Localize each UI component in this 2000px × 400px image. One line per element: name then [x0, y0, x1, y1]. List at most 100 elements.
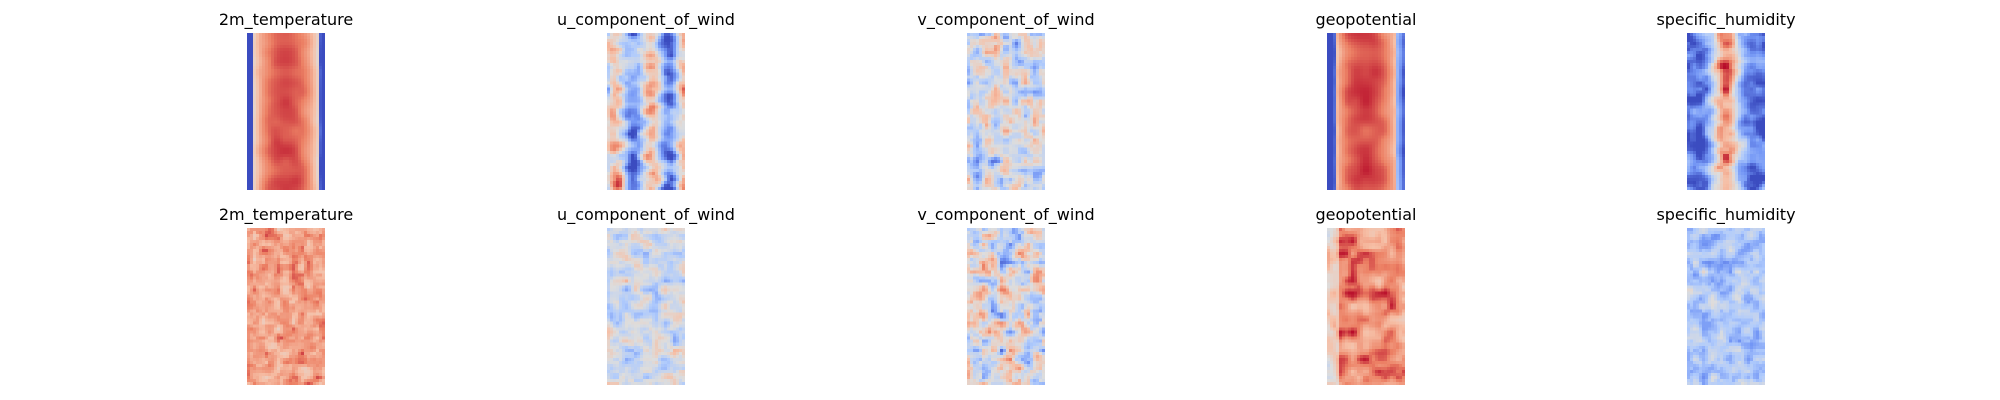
- heatmap-cell: [1033, 57, 1037, 61]
- heatmap-cell: [1360, 126, 1364, 130]
- heatmap-cell: [1363, 93, 1367, 97]
- heatmap-cell: [682, 183, 685, 188]
- heatmap-cell: [988, 168, 992, 172]
- heatmap-cell: [259, 147, 263, 151]
- heatmap-cell: [277, 132, 281, 136]
- heatmap-cell: [262, 87, 266, 91]
- heatmap-cell: [1333, 90, 1337, 94]
- heatmap-cell: [1030, 69, 1034, 73]
- heatmap-cell: [640, 138, 644, 142]
- heatmap-cell: [664, 117, 668, 121]
- heatmap-cell: [997, 78, 1001, 82]
- heatmap-cell: [1030, 48, 1034, 52]
- heatmap-cell: [610, 132, 614, 136]
- heatmap-cell: [1009, 171, 1013, 175]
- heatmap-cell: [319, 78, 323, 82]
- heatmap-cell: [1012, 54, 1016, 58]
- heatmap-cell: [640, 51, 644, 55]
- heatmap-cell: [979, 87, 983, 91]
- heatmap-cell: [646, 123, 650, 127]
- heatmap-cell: [679, 159, 683, 163]
- heatmap-cell: [625, 183, 629, 188]
- heatmap-cell: [319, 159, 323, 163]
- heatmap-cell: [1357, 69, 1361, 73]
- heatmap-cell: [682, 120, 685, 124]
- heatmap-cell: [1033, 51, 1037, 55]
- heatmap-cell: [1333, 114, 1337, 118]
- heatmap-cell: [277, 66, 281, 70]
- heatmap-cell: [262, 57, 266, 61]
- heatmap-cell: [658, 54, 662, 58]
- heatmap-cell: [649, 51, 653, 55]
- heatmap-cell: [679, 54, 683, 58]
- heatmap-cell: [634, 177, 638, 182]
- heatmap-cell: [307, 120, 311, 124]
- heatmap-cell: [313, 135, 317, 139]
- heatmap-cell: [1369, 120, 1373, 124]
- heatmap-cell: [1372, 36, 1376, 40]
- heatmap-cell: [985, 60, 989, 64]
- heatmap-cell: [622, 114, 626, 118]
- heatmap-cell: [313, 69, 317, 73]
- heatmap-cell: [277, 186, 281, 190]
- heatmap-cell: [262, 150, 266, 154]
- heatmap-cell: [634, 48, 638, 52]
- heatmap-cell: [640, 117, 644, 121]
- heatmap-cell: [640, 159, 644, 163]
- heatmap-cell: [1009, 117, 1013, 121]
- heatmap-cell: [997, 141, 1001, 145]
- heatmap-cell: [985, 90, 989, 94]
- heatmap-cell: [289, 102, 293, 106]
- heatmap-cell: [319, 117, 323, 121]
- heatmap-cell: [250, 171, 254, 175]
- heatmap-cell: [976, 162, 980, 166]
- heatmap-cell: [613, 66, 617, 70]
- heatmap-cell: [658, 177, 662, 182]
- heatmap-cell: [610, 66, 614, 70]
- heatmap-cell: [631, 147, 635, 151]
- heatmap-cell: [976, 156, 980, 160]
- heatmap-cell: [1006, 45, 1010, 49]
- heatmap-cell: [1372, 75, 1376, 79]
- heatmap-cell: [1366, 135, 1370, 139]
- heatmap-cell: [1024, 135, 1028, 139]
- heatmap-cell: [652, 105, 656, 109]
- heatmap-cell: [664, 186, 668, 190]
- heatmap-cell: [262, 90, 266, 94]
- heatmap-cell: [1006, 102, 1010, 106]
- heatmap-cell: [985, 84, 989, 88]
- heatmap-cell: [622, 99, 626, 103]
- heatmap-cell: [262, 117, 266, 121]
- heatmap-cell: [646, 108, 650, 112]
- heatmap-cell: [1030, 132, 1034, 136]
- heatmap-cell: [277, 36, 281, 40]
- heatmap-cell: [991, 105, 995, 109]
- heatmap-cell: [628, 60, 632, 64]
- heatmap-cell: [259, 75, 263, 79]
- heatmap-cell: [637, 99, 641, 103]
- heatmap-cell: [1012, 156, 1016, 160]
- heatmap-cell: [625, 123, 629, 127]
- heatmap-cell: [628, 168, 632, 172]
- heatmap-cell: [640, 57, 644, 61]
- heatmap-cell: [316, 60, 320, 64]
- heatmap-cell: [1039, 96, 1043, 100]
- heatmap-cell: [646, 48, 650, 52]
- heatmap-cell: [1006, 150, 1010, 154]
- heatmap-cell: [1024, 153, 1028, 157]
- heatmap-cell: [607, 69, 611, 73]
- heatmap-cell: [661, 171, 665, 175]
- heatmap-cell: [253, 129, 257, 133]
- heatmap-cell: [994, 111, 998, 115]
- heatmap-cell: [1018, 177, 1022, 182]
- heatmap-cell: [982, 57, 986, 61]
- heatmap-cell: [1012, 180, 1016, 185]
- heatmap-cell: [322, 162, 325, 166]
- heatmap-cell: [1333, 36, 1337, 40]
- heatmap-cell: [274, 84, 278, 88]
- heatmap-cell: [679, 162, 683, 166]
- heatmap-cell: [319, 81, 323, 85]
- heatmap-cell: [1039, 63, 1043, 67]
- heatmap-cell: [286, 174, 290, 178]
- heatmap-cell: [979, 144, 983, 148]
